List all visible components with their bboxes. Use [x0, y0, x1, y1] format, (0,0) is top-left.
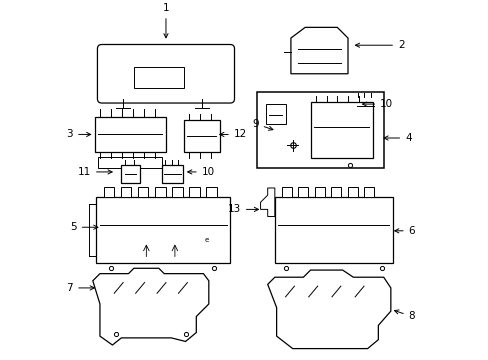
Text: 6: 6	[394, 226, 414, 236]
FancyBboxPatch shape	[97, 45, 234, 103]
Polygon shape	[260, 188, 274, 216]
Text: 7: 7	[66, 283, 94, 293]
Text: 1: 1	[163, 3, 169, 38]
Bar	[121, 187, 131, 197]
Bar	[98, 157, 162, 168]
Bar	[314, 187, 324, 197]
Bar	[206, 187, 217, 197]
Text: 8: 8	[394, 310, 414, 321]
Text: 3: 3	[66, 130, 91, 139]
Text: 12: 12	[220, 130, 246, 139]
Bar	[310, 102, 372, 158]
Polygon shape	[290, 27, 347, 74]
Bar	[138, 187, 148, 197]
Bar	[155, 187, 165, 197]
Text: 10: 10	[362, 99, 392, 109]
Bar	[172, 187, 183, 197]
Bar	[274, 197, 392, 263]
Bar	[354, 97, 375, 115]
Polygon shape	[93, 268, 208, 345]
Bar	[94, 117, 165, 152]
Bar	[134, 67, 183, 88]
Text: 10: 10	[187, 167, 214, 177]
Bar	[189, 187, 200, 197]
Bar	[257, 91, 383, 168]
Bar	[121, 165, 140, 183]
Text: 2: 2	[355, 40, 404, 50]
Text: 11: 11	[78, 167, 112, 177]
Bar	[282, 187, 291, 197]
Polygon shape	[267, 270, 390, 348]
Text: 9: 9	[252, 119, 272, 130]
Bar	[330, 187, 341, 197]
Bar	[96, 197, 230, 263]
Bar	[298, 187, 308, 197]
Bar	[364, 187, 373, 197]
Bar	[347, 187, 357, 197]
Text: 4: 4	[383, 133, 411, 143]
Bar	[103, 187, 114, 197]
Text: 13: 13	[227, 204, 258, 215]
Bar	[183, 120, 219, 152]
Bar	[265, 104, 285, 124]
Text: e: e	[204, 237, 209, 243]
Text: 5: 5	[70, 222, 98, 232]
Bar	[162, 165, 183, 183]
